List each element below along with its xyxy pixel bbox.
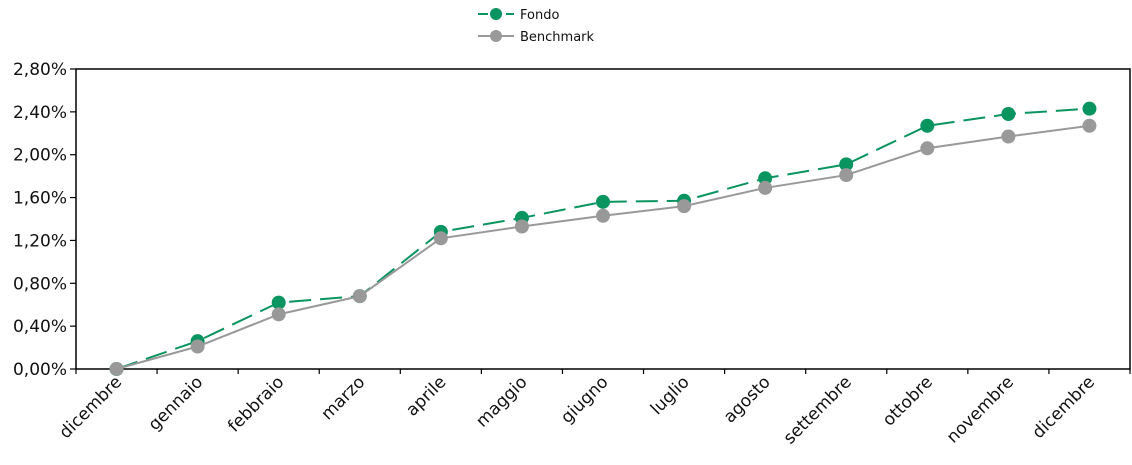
x-tick-label: maggio [472,372,531,431]
data-point-benchmark [352,289,367,304]
legend-label: Benchmark [520,30,595,45]
data-point-fondo [271,295,286,310]
series-benchmark [109,118,1097,376]
legend: Fondo Benchmark [478,8,595,45]
legend-item-fondo: Fondo [478,8,559,23]
data-point-fondo [839,157,854,172]
series-line-fondo [116,107,1090,370]
series-line-benchmark [116,124,1090,370]
data-point-benchmark [1001,129,1016,144]
y-tick-label: 2,40% [13,103,67,123]
x-tick-label: aprile [402,372,450,420]
x-tick-label: settembre [780,372,856,448]
x-tick-label: luglio [647,372,694,419]
data-point-benchmark [109,362,124,376]
data-point-benchmark [433,231,448,246]
x-tick-label: dicembre [56,372,127,443]
x-tick-label: agosto [720,372,775,427]
series-fondo [109,101,1097,376]
data-point-benchmark [190,339,205,354]
y-tick-label: 2,00% [13,146,67,166]
x-tick-label: dicembre [1028,372,1099,443]
legend-label: Fondo [520,8,559,23]
x-tick-label: giugno [557,372,612,427]
data-point-benchmark [839,168,854,183]
data-point-fondo [1001,107,1016,121]
legend-swatch-marker [490,8,502,20]
data-point-benchmark [1082,118,1097,133]
data-point-fondo [758,171,773,186]
legend-swatch-marker [490,30,502,42]
data-point-fondo [920,118,935,133]
y-tick-label: 1,20% [13,231,67,251]
y-tick-label: 2,80% [13,60,67,80]
y-axis: 0,00% 0,40% 0,80% 1,20% 1,60% 2,00% 2,40% 2,80% [13,60,76,380]
x-tick-label: febbraio [224,372,288,436]
y-tick-label: 0,00% [13,360,67,380]
series-layer [109,101,1097,376]
data-point-benchmark [271,307,286,322]
data-point-benchmark [677,199,692,214]
data-point-benchmark [514,219,529,234]
legend-item-benchmark: Benchmark [478,30,595,45]
data-point-fondo [596,194,610,209]
data-point-benchmark [920,141,935,156]
data-point-fondo [1082,101,1097,116]
y-tick-label: 0,40% [13,317,67,337]
x-tick-label: novembre [943,372,1018,447]
x-tick-label: marzo [317,372,369,424]
data-point-benchmark [596,208,610,223]
x-tick-label: gennaio [145,372,207,434]
x-axis: dicembre gennaio febbraio marzo aprile maggio… [56,369,1131,448]
y-tick-label: 0,80% [13,274,67,294]
x-tick-label: ottobre [879,372,937,430]
data-point-benchmark [758,180,773,195]
plot-area [75,68,1131,370]
y-tick-label: 1,60% [13,189,67,209]
